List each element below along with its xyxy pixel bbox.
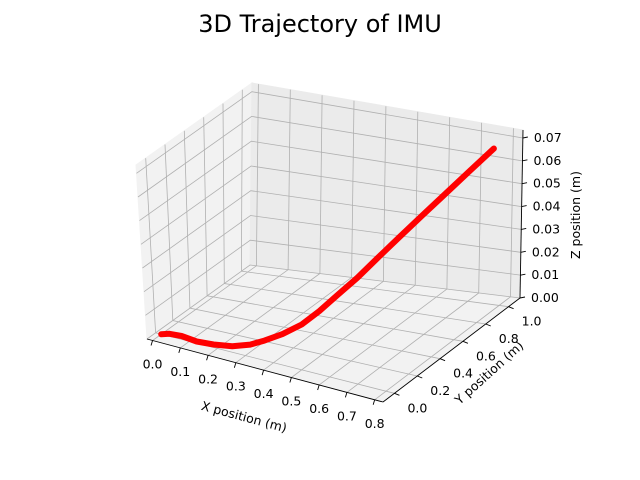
- z-tick-mark: [522, 136, 528, 139]
- z-grid-line-1: [145, 239, 521, 316]
- y-tick-label: 0.4: [453, 366, 473, 381]
- z-tick-mark: [521, 205, 527, 208]
- y-tick-label: 0.8: [499, 331, 519, 346]
- z-axis-label: Z position (m): [568, 171, 583, 259]
- y-tick-mark: [462, 340, 469, 344]
- x-tick-label: 0.2: [198, 371, 218, 386]
- x-tick-label: 0.5: [281, 394, 301, 409]
- y-tick-label: 0.0: [407, 400, 427, 415]
- y-tick-mark: [485, 323, 491, 327]
- x-tick-mark: [206, 355, 209, 361]
- y-tick-mark: [508, 306, 514, 310]
- z-tick-mark: [520, 250, 526, 253]
- y-tick-mark: [417, 375, 423, 379]
- trajectory-line-0: [158, 145, 497, 350]
- x-tick-mark: [317, 384, 320, 391]
- z-tick-mark: [521, 182, 528, 185]
- x-tick-label: 0.4: [254, 386, 274, 401]
- x-tick-mark: [150, 340, 153, 346]
- z-grid-line-6: [137, 115, 523, 198]
- x-tick-label: 0.0: [143, 356, 163, 371]
- x-tick-label: 0.6: [309, 401, 329, 416]
- z-grid-line-5: [139, 140, 523, 221]
- z-grid-line-0: [146, 264, 521, 340]
- chart-title: 3D Trajectory of IMU: [198, 10, 442, 38]
- z-tick-label: 0.04: [533, 199, 561, 214]
- z-tick-label: 0.05: [533, 176, 561, 191]
- x-tick-label: 0.1: [170, 364, 190, 379]
- z-grid-line-3: [142, 190, 522, 269]
- x-tick-mark: [178, 347, 181, 354]
- z-axis-line: [519, 129, 524, 299]
- z-tick-mark: [519, 296, 526, 299]
- x-tick-label: 0.3: [226, 379, 246, 394]
- axis-lines: [146, 129, 524, 403]
- z-grid-line-4: [140, 165, 522, 245]
- z-tick-label: 0.07: [534, 130, 562, 145]
- z-tick-label: 0.01: [531, 267, 559, 282]
- y-tick-label: 0.6: [476, 348, 496, 363]
- z-tick-mark: [521, 227, 527, 230]
- x-axis-line: [146, 338, 384, 403]
- x-tick-label: 0.7: [337, 408, 357, 423]
- z-grid-line-2: [143, 215, 521, 293]
- tick-marks-and-labels: 0.0 0.1 0.2 0.3 0.4 0.5 0.6 0.7 0.80.00.20.40.60…: [143, 130, 562, 431]
- y-tick-label: 1.0: [522, 314, 542, 329]
- series-layer: [158, 145, 497, 350]
- y-tick-mark: [439, 358, 446, 362]
- x-tick-mark: [261, 370, 265, 376]
- x-tick-mark: [344, 392, 348, 398]
- x-tick-label: 0.8: [365, 416, 385, 431]
- z-tick-label: 0.06: [533, 153, 561, 168]
- z-tick-mark: [520, 273, 526, 276]
- x-tick-mark: [233, 362, 237, 368]
- z-tick-label: 0.02: [532, 244, 560, 259]
- x-tick-mark: [289, 377, 292, 383]
- y-axis-line: [382, 297, 521, 403]
- x-tick-mark: [372, 399, 376, 405]
- z-tick-label: 0.00: [531, 290, 559, 305]
- y-tick-mark: [394, 392, 400, 396]
- y-tick-label: 0.2: [430, 383, 450, 398]
- z-tick-label: 0.03: [532, 221, 560, 236]
- z-tick-mark: [522, 159, 528, 162]
- z-grid-line-7: [136, 91, 523, 174]
